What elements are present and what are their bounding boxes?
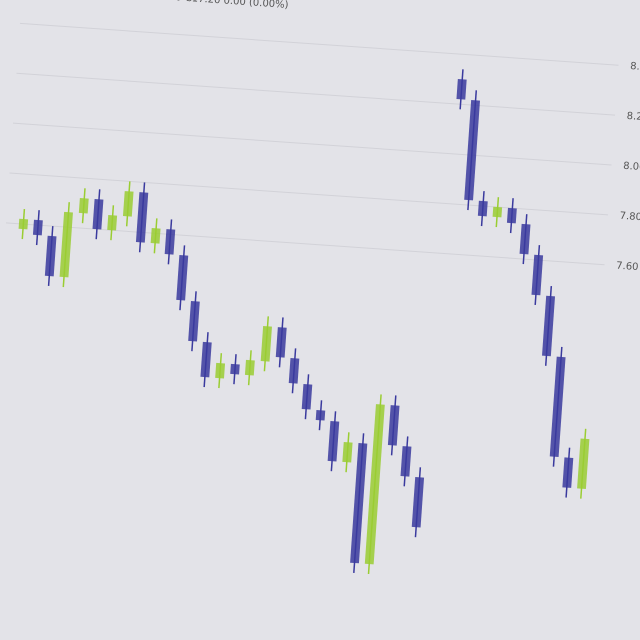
- candle-body: [519, 223, 531, 255]
- grid-line: [16, 72, 616, 116]
- candle-body: [301, 384, 313, 410]
- candle-body: [549, 356, 566, 457]
- candle-body: [492, 206, 503, 218]
- candle-body: [44, 235, 57, 277]
- candle-body: [92, 198, 104, 230]
- candle-body: [215, 362, 226, 379]
- candle-body: [59, 211, 73, 278]
- candle-body: [315, 409, 326, 421]
- plot: 1h, NSE O17.20 H17.20 L17.10 C17.20 0.00…: [5, 0, 640, 575]
- candle-body: [176, 255, 189, 301]
- candle-body: [164, 229, 176, 255]
- candle-body: [275, 327, 287, 358]
- grid-line: [12, 122, 612, 166]
- candle-body: [506, 207, 517, 224]
- candle-body: [400, 446, 412, 477]
- candle-body: [531, 254, 544, 296]
- candle-body: [387, 405, 400, 446]
- candle-body: [464, 100, 480, 201]
- y-tick-label: 8.40: [630, 61, 640, 74]
- candle-body: [577, 438, 590, 489]
- y-tick-label: 8.20: [626, 111, 640, 124]
- candle-body: [188, 300, 200, 342]
- candle-body: [18, 218, 29, 230]
- candle-body: [135, 192, 149, 243]
- y-tick-label: 7.80: [619, 211, 640, 224]
- candle-body: [107, 214, 118, 231]
- candle-body: [200, 341, 212, 378]
- candle-body: [260, 326, 272, 362]
- candle-body: [230, 363, 240, 375]
- grid-line: [19, 22, 619, 66]
- candle-body: [456, 79, 467, 100]
- candle-body: [542, 295, 556, 357]
- candle-body: [78, 197, 89, 214]
- candle-body: [342, 441, 353, 463]
- candle-body: [32, 219, 43, 236]
- candle-body: [288, 358, 300, 384]
- candle-body: [150, 228, 161, 244]
- candle-body: [411, 477, 425, 528]
- grid-line: [5, 222, 605, 266]
- candle-body: [477, 200, 488, 217]
- y-tick-label: 8.00: [623, 161, 640, 174]
- candle-body: [327, 420, 340, 462]
- candle-body: [350, 442, 368, 564]
- candle-body: [562, 457, 574, 488]
- candle-body: [244, 359, 255, 376]
- candle-body: [122, 191, 134, 217]
- candle-body: [364, 404, 385, 565]
- y-tick-label: 7.60: [616, 261, 639, 274]
